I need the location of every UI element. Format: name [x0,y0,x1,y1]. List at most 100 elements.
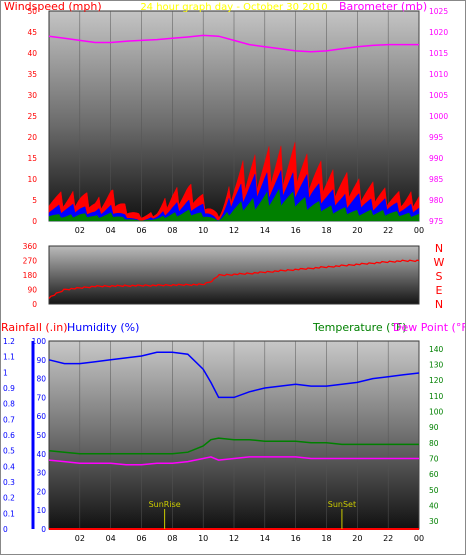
time-tick-label: 20 [352,534,362,543]
barometer-tick-label: 1020 [429,28,448,37]
direction-tick-label: 360 [23,242,38,251]
compass-label: E [436,284,443,297]
rainfall-tick-label: 0.6 [3,431,15,440]
dewpoint-line [48,456,419,466]
windspeed-tick-label: 0 [32,217,37,226]
time-tick-label: 16 [291,226,301,235]
rainfall-axis-label: Rainfall (.in) [1,321,68,334]
humidity-tick-label: 40 [36,450,46,459]
time-tick-label: 18 [321,534,331,543]
time-tick-label: 16 [291,534,301,543]
windspeed-axis-ticks: 0 5 10 15 20 25 30 35 40 45 50 [27,7,37,226]
barometer-axis-ticks: 975 980 985 990 995 1000 1005 1010 1015 1020 1025 [429,7,448,226]
temperature-tick-label: 80 [429,439,439,448]
rainfall-tick-label: 0.5 [3,447,15,456]
direction-panel-bg [48,245,420,305]
direction-axis-ticks: 0 90 180 270 360 [23,242,38,309]
barometer-tick-label: 985 [429,175,444,184]
humidity-tick-label: 90 [36,356,46,365]
time-tick-label: 06 [136,534,146,543]
barometer-tick-label: 1000 [429,112,448,121]
humidity-axis-ticks: 0 10 20 30 40 50 60 70 80 90 100 [32,337,47,534]
time-tick-label: 22 [383,226,393,235]
rainfall-tick-label: 0 [3,525,8,534]
temperature-tick-label: 110 [429,392,444,401]
barometer-axis-label: Barometer (mb) [339,1,427,13]
direction-tick-label: 0 [32,300,37,309]
wind-panel-series [48,34,420,222]
barometer-tick-label: 1005 [429,91,448,100]
time-tick-label: 18 [321,226,331,235]
windspeed-tick-label: 10 [27,175,37,184]
direction-tick-label: 180 [23,271,38,280]
temperature-tick-label: 130 [429,361,444,370]
windspeed-tick-label: 5 [32,196,37,205]
rainfall-tick-label: 1.2 [3,337,15,346]
time-tick-label: 14 [260,226,270,235]
rainfall-tick-label: 0.9 [3,384,15,393]
windspeed-tick-label: 45 [27,28,37,37]
rainfall-tick-label: 0.1 [3,509,15,518]
time-tick-label: 06 [136,226,146,235]
time-tick-label: 10 [198,534,208,543]
rainfall-tick-label: 0.8 [3,400,15,409]
direction-series [48,259,420,299]
time-tick-label: 08 [167,226,177,235]
direction-tick-label: 90 [27,286,37,295]
time-tick-label: 04 [106,226,116,235]
time-tick-label: 02 [75,226,85,235]
wind-direction-line [48,259,420,299]
rainfall-tick-label: 0.3 [3,478,15,487]
barometer-tick-label: 990 [429,154,444,163]
rainfall-axis-ticks: 0 0.1 0.2 0.3 0.4 0.5 0.6 0.7 0.8 0.9 1 1.1 1.2 [3,337,15,534]
time-tick-label: 04 [106,534,116,543]
humidity-tick-label: 10 [36,506,46,515]
sun-marker-label: SunRise [149,500,181,509]
windspeed-axis-label: Windspeed (mph) [4,1,102,13]
compass-label: W [434,256,445,269]
rainfall-tick-label: 0.7 [3,415,15,424]
chart-title: 24 hour graph day - October 30 2010 [140,2,327,13]
humidity-tick-label: 20 [36,487,46,496]
temperature-tick-label: 120 [429,376,444,385]
sun-markers: SunRise SunSet [149,500,356,529]
time-tick-label: 14 [260,534,270,543]
windspeed-tick-label: 50 [27,7,37,16]
climate-panel-time-ticks: 02 04 06 08 10 12 14 16 18 20 22 00 [75,341,424,543]
barometer-tick-label: 1015 [429,49,448,58]
temperature-tick-label: 50 [429,486,439,495]
windspeed-tick-label: 15 [27,154,37,163]
barometer-tick-label: 995 [429,133,444,142]
windspeed-low-area [48,188,420,222]
climate-series [48,351,420,530]
dewpoint-axis-label: Dew Point (°F) [393,321,465,334]
time-tick-label: 10 [198,226,208,235]
windspeed-tick-label: 30 [27,91,37,100]
time-tick-label: 00 [414,534,424,543]
barometer-tick-label: 1025 [429,7,448,16]
temperature-tick-label: 30 [429,517,439,526]
rainfall-tick-label: 1 [3,368,8,377]
rainfall-tick-label: 0.4 [3,462,15,471]
time-tick-label: 00 [414,226,424,235]
temperature-tick-label: 70 [429,455,439,464]
sun-marker-label: SunSet [328,500,356,509]
rainfall-tick-label: 0.2 [3,494,15,503]
temperature-line [48,437,419,455]
barometer-tick-label: 975 [429,217,444,226]
windspeed-tick-label: 35 [27,70,37,79]
time-tick-label: 12 [229,226,239,235]
humidity-tick-label: 0 [41,525,46,534]
windspeed-tick-label: 25 [27,112,37,121]
time-tick-label: 20 [352,226,362,235]
compass-label: N [435,298,443,311]
temperature-tick-label: 40 [429,502,439,511]
humidity-tick-label: 60 [36,412,46,421]
time-tick-label: 08 [167,534,177,543]
compass-label: N [435,242,443,255]
time-tick-label: 22 [383,534,393,543]
windspeed-tick-label: 20 [27,133,37,142]
